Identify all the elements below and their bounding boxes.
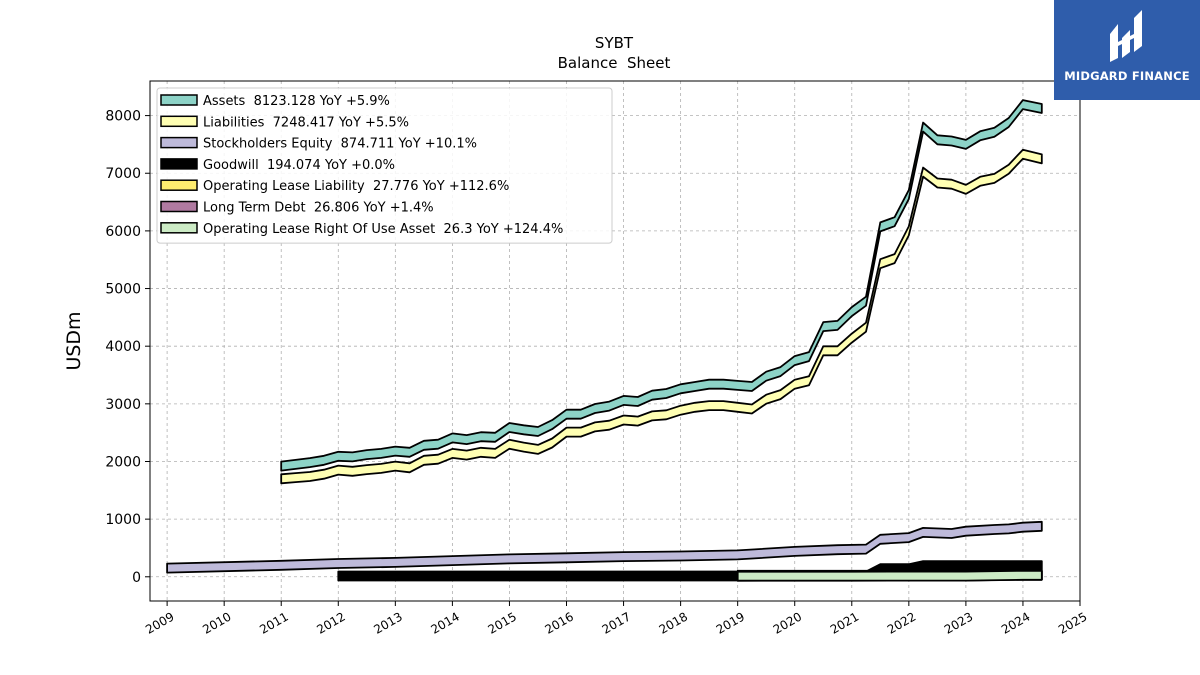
x-tick-label: 2017: [600, 609, 633, 636]
brand-name: MIDGARD FINANCE: [1064, 69, 1190, 83]
x-tick-label: 2021: [828, 609, 861, 636]
legend-label: Liabilities 7248.417 YoY +5.5%: [203, 115, 409, 130]
x-tick-label: 2016: [543, 609, 576, 636]
chart-subtitle: Balance Sheet: [558, 54, 671, 72]
legend-label: Assets 8123.128 YoY +5.9%: [203, 94, 390, 109]
series-layer: [166, 99, 1043, 582]
legend-swatch: [160, 222, 198, 234]
series-band-stockholders-equity: [166, 520, 1043, 574]
legend-label: Operating Lease Liability 27.776 YoY +11…: [203, 179, 509, 194]
legend-label: Stockholders Equity 874.711 YoY +10.1%: [203, 137, 477, 152]
series-band-assets: [280, 99, 1043, 472]
y-tick-label: 3000: [105, 397, 141, 413]
midgard-logo-icon: [1110, 10, 1142, 62]
legend-swatch: [160, 94, 198, 106]
legend-label: Long Term Debt 26.806 YoY +1.4%: [203, 201, 434, 216]
y-tick-label: 5000: [105, 282, 141, 298]
y-tick-label: 0: [132, 570, 141, 586]
x-tick-label: 2023: [942, 609, 975, 636]
x-tick-label: 2025: [1056, 609, 1089, 636]
y-axis-label: USDm: [63, 311, 85, 370]
y-tick-label: 6000: [105, 224, 141, 240]
x-tick-label: 2014: [428, 609, 461, 636]
legend-swatch: [160, 136, 198, 149]
chart-title: SYBT: [595, 34, 634, 52]
x-tick-label: 2009: [143, 609, 176, 636]
x-tick-label: 2022: [885, 609, 918, 636]
legend: Assets 8123.128 YoY +5.9% Liabilities 724…: [156, 87, 613, 244]
y-tick-label: 7000: [105, 166, 141, 182]
y-tick-label: 2000: [105, 454, 141, 470]
legend-swatch: [160, 200, 198, 213]
x-tick-label: 2013: [371, 609, 404, 636]
brand-logo: MIDGARD FINANCE: [1054, 0, 1200, 100]
x-tick-label: 2019: [714, 609, 747, 636]
x-tick-label: 2012: [314, 609, 347, 636]
legend-box: [156, 87, 613, 244]
legend-label: Goodwill 194.074 YoY +0.0%: [203, 158, 395, 173]
x-tick-label: 2010: [200, 609, 233, 636]
legend-swatch: [160, 179, 198, 191]
x-tick-label: 2015: [485, 609, 518, 636]
x-tick-label: 2011: [257, 609, 290, 636]
plot-frame: [149, 80, 1081, 602]
x-tick-label: 2018: [657, 609, 690, 636]
y-tick-label: 1000: [105, 512, 141, 528]
legend-swatch: [160, 158, 198, 170]
y-tick-label: 4000: [105, 339, 141, 355]
y-tick-label: 8000: [105, 109, 141, 125]
x-tick-label: 2024: [999, 609, 1032, 636]
legend-swatch: [160, 115, 198, 128]
x-tick-label: 2020: [771, 609, 804, 636]
series-band-operating-lease-right-of-use-asset: [736, 569, 1043, 582]
series-band-liabilities: [280, 148, 1043, 485]
legend-label: Operating Lease Right Of Use Asset 26.3 …: [203, 222, 563, 237]
